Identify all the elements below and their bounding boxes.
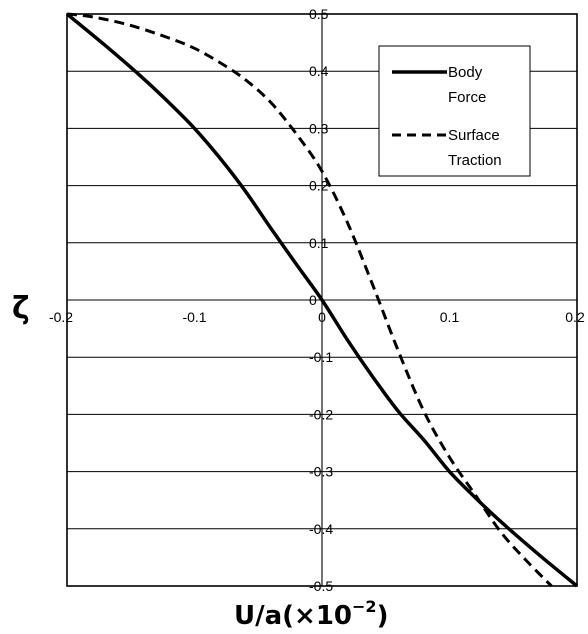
- x-axis-label-base: U/a(×10: [234, 601, 352, 631]
- y-tick-label-1: 0.4: [309, 63, 329, 79]
- y-tick-label-8: -0.3: [309, 464, 333, 480]
- series-line-body-force: [65, 12, 579, 588]
- legend: Body Force Surface Traction: [378, 45, 531, 177]
- legend-label-surface-traction-line2: Traction: [448, 152, 502, 169]
- series-line-surface-traction: [66, 12, 553, 588]
- x-tick-label-2: 0: [318, 309, 326, 325]
- x-tick-label-0: -0.2: [49, 309, 73, 325]
- y-tick-label-3: 0.2: [309, 178, 329, 194]
- legend-label-body-force-line2: Force: [448, 89, 486, 106]
- x-tick-label-1: -0.1: [182, 309, 206, 325]
- y-tick-label-4: 0.1: [309, 235, 329, 251]
- legend-box: [378, 45, 531, 177]
- y-tick-label-9: -0.4: [309, 521, 333, 537]
- x-axis-label-close: ): [377, 601, 389, 631]
- plot-border: [66, 13, 578, 587]
- tick-labels: 0.50.40.30.20.10-0.1-0.2-0.3-0.4-0.5-0.2…: [49, 6, 585, 594]
- x-tick-label-3: 0.1: [440, 309, 460, 325]
- legend-label-body-force-line1: Body: [448, 64, 483, 81]
- x-axis-label: U/a(×10−2): [234, 597, 388, 631]
- y-axis-label: ζ: [12, 291, 30, 326]
- y-tick-label-6: -0.1: [309, 349, 333, 365]
- y-tick-label-7: -0.2: [309, 406, 333, 422]
- series-group: [65, 12, 579, 588]
- y-tick-label-2: 0.3: [309, 120, 329, 136]
- x-tick-label-4: 0.2: [565, 309, 585, 325]
- y-tick-label-5: 0: [309, 292, 317, 308]
- x-axis-label-exponent: −2: [352, 597, 377, 616]
- legend-label-surface-traction-line1: Surface: [448, 127, 500, 144]
